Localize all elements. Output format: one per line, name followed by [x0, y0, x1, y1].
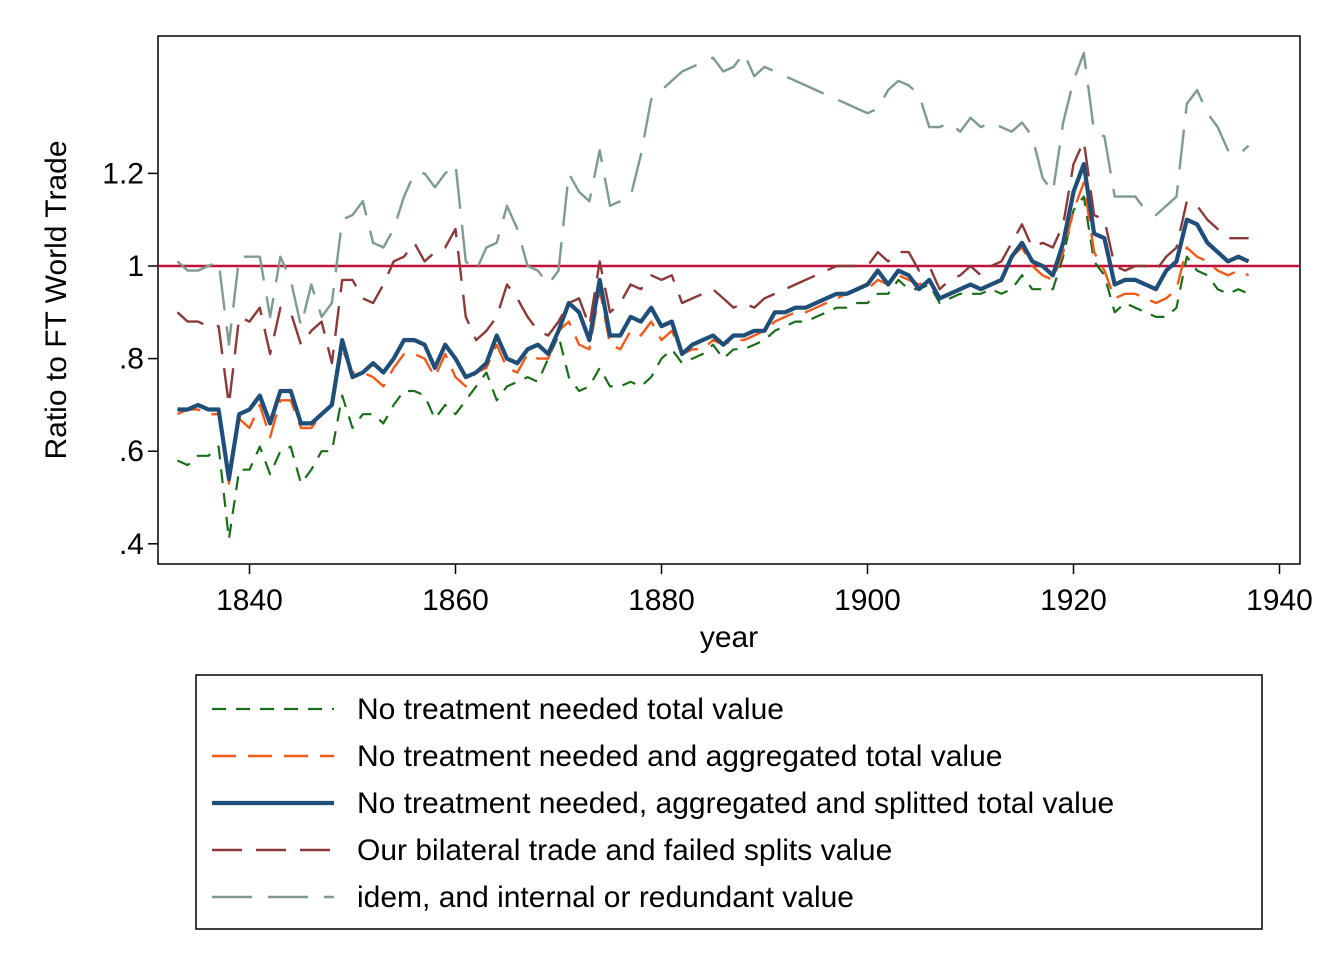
y-tick-label: .4 — [119, 528, 144, 561]
series-line-1 — [176, 195, 1250, 541]
x-tick-label: 1920 — [1040, 584, 1107, 617]
series-line-3 — [177, 162, 1250, 482]
legend-box — [195, 674, 1263, 930]
x-tick-label: 1840 — [216, 584, 283, 617]
series-layer — [176, 51, 1250, 541]
legend-label-5: idem, and internal or redundant value — [357, 881, 854, 914]
plot-frame — [157, 35, 1301, 565]
x-tick-label: 1900 — [834, 584, 901, 617]
y-tick-label: 1.2 — [102, 157, 144, 190]
y-axis-title: Ratio to FT World Trade — [40, 140, 73, 459]
legend-label-4: Our bilateral trade and failed splits va… — [357, 834, 892, 867]
x-axis: 1840 1860 1880 1900 1920 1940 — [216, 564, 1313, 617]
series-line-2 — [176, 181, 1250, 485]
series-line-4 — [176, 139, 1249, 407]
y-tick-label: 1 — [127, 250, 144, 283]
x-tick-label: 1860 — [422, 584, 489, 617]
y-tick-label: .6 — [119, 435, 144, 468]
legend-label-1: No treatment needed total value — [357, 693, 784, 726]
legend-label-3: No treatment needed, aggregated and spli… — [357, 787, 1114, 820]
y-tick-label: .8 — [119, 343, 144, 376]
series-line-5 — [176, 51, 1250, 346]
x-tick-label: 1940 — [1246, 584, 1313, 617]
x-axis-title: year — [700, 621, 758, 654]
legend: No treatment needed total value No treatm… — [212, 693, 1114, 914]
x-tick-label: 1880 — [628, 584, 695, 617]
y-axis: .4 .6 .8 1 1.2 — [102, 157, 158, 561]
legend-label-2: No treatment needed and aggregated total… — [357, 740, 1002, 773]
